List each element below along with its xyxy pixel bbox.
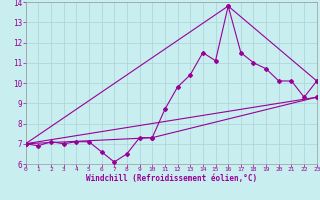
X-axis label: Windchill (Refroidissement éolien,°C): Windchill (Refroidissement éolien,°C)	[86, 174, 257, 183]
